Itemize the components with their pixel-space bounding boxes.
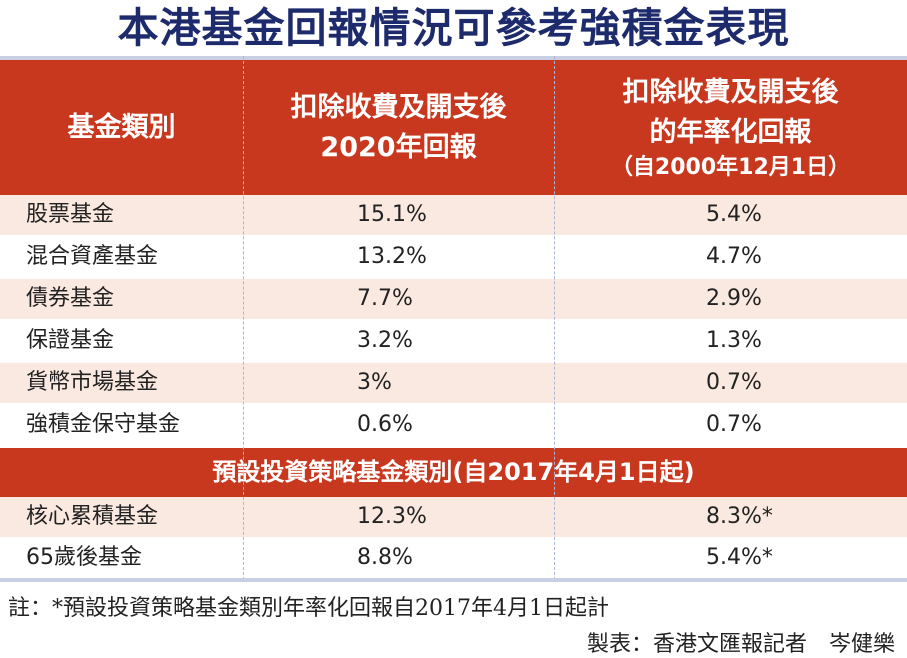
return-2020: 15.1%	[357, 202, 427, 227]
return-2020: 12.3%	[357, 504, 427, 529]
fund-name: 股票基金	[26, 202, 115, 227]
annualized-return: 5.4%	[706, 202, 762, 227]
header-annualized-return: 扣除收費及開支後 的年率化回報 （自2000年12月1日）	[554, 60, 907, 195]
header-label: 扣除收費及開支後	[622, 76, 839, 108]
table-row: 保證基金 3.2% 1.3%	[0, 321, 907, 361]
annualized-return: 2.9%	[706, 286, 762, 311]
fund-name: 貨幣市場基金	[26, 370, 159, 395]
header-label: 的年率化回報	[649, 116, 812, 148]
return-2020: 3%	[357, 370, 392, 395]
header-label: （自2000年12月1日）	[610, 154, 851, 180]
column-divider	[243, 56, 244, 580]
table-row: 強積金保守基金 0.6% 0.7%	[0, 405, 907, 445]
divider	[0, 56, 907, 60]
table-header: 基金類別 扣除收費及開支後 2020年回報 扣除收費及開支後 的年率化回報 （自200…	[0, 60, 907, 195]
fund-name: 65歲後基金	[26, 545, 142, 570]
divider	[0, 578, 907, 582]
return-2020: 7.7%	[357, 286, 413, 311]
header-2020-return: 扣除收費及開支後 2020年回報	[243, 60, 554, 195]
header-label: 基金類別	[67, 111, 176, 143]
table-row: 混合資產基金 13.2% 4.7%	[0, 237, 907, 277]
fund-name: 債券基金	[26, 286, 115, 311]
table-row: 核心累積基金 12.3% 8.3%*	[0, 497, 907, 537]
fund-name: 混合資產基金	[26, 244, 159, 269]
header-label: 2020年回報	[320, 131, 477, 163]
return-2020: 8.8%	[357, 545, 413, 570]
annualized-return: 8.3%*	[706, 504, 773, 529]
table-row: 65歲後基金 8.8% 5.4%*	[0, 538, 907, 578]
fund-name: 保證基金	[26, 328, 115, 353]
annualized-return: 1.3%	[706, 328, 762, 353]
fund-name: 核心累積基金	[26, 504, 159, 529]
footnote: 註：*預設投資策略基金類別年率化回報自2017年4月1日起計	[8, 596, 609, 621]
return-2020: 13.2%	[357, 244, 427, 269]
table-row: 貨幣市場基金 3% 0.7%	[0, 363, 907, 403]
header-fund-type: 基金類別	[0, 60, 243, 195]
annualized-return: 0.7%	[706, 370, 762, 395]
table-row: 債券基金 7.7% 2.9%	[0, 279, 907, 319]
return-2020: 0.6%	[357, 412, 413, 437]
annualized-return: 4.7%	[706, 244, 762, 269]
section-header: 預設投資策略基金類別(自2017年4月1日起)	[0, 448, 907, 497]
return-2020: 3.2%	[357, 328, 413, 353]
column-divider	[554, 56, 555, 580]
header-label: 扣除收費及開支後	[290, 91, 507, 123]
table-row: 股票基金 15.1% 5.4%	[0, 195, 907, 235]
fund-name: 強積金保守基金	[26, 412, 181, 437]
page-title: 本港基金回報情況可參考強積金表現	[117, 4, 790, 52]
credit: 製表：香港文匯報記者 岑健樂	[586, 632, 895, 657]
annualized-return: 5.4%*	[706, 545, 773, 570]
annualized-return: 0.7%	[706, 412, 762, 437]
